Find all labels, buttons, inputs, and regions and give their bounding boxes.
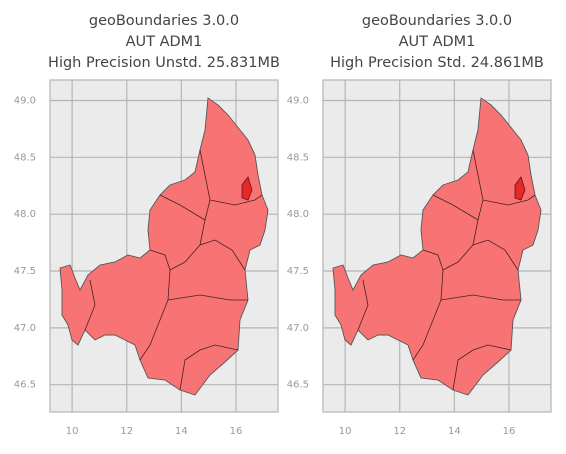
y-tick-label: 47.5 — [14, 266, 36, 277]
y-tick-label: 46.5 — [14, 380, 36, 391]
panel-title: AUT ADM1 — [126, 34, 203, 50]
country-shape — [332, 97, 542, 396]
plot-frame — [49, 79, 279, 413]
x-tick-label: 12 — [120, 426, 133, 437]
x-tick-label: 14 — [448, 426, 461, 437]
x-tick-label: 16 — [503, 426, 516, 437]
y-tick-label: 47.0 — [287, 323, 309, 334]
country-shape — [59, 97, 269, 396]
panel-title: High Precision Unstd. 25.831MB — [48, 55, 280, 71]
region-border — [159, 194, 206, 221]
x-tick-label: 14 — [175, 426, 188, 437]
y-tick-label: 49.0 — [287, 95, 309, 106]
y-tick-label: 49.0 — [14, 95, 36, 106]
plot-frame — [322, 79, 552, 413]
y-tick-label: 48.5 — [287, 152, 309, 163]
y-tick-label: 48.0 — [14, 209, 36, 220]
x-tick-label: 12 — [393, 426, 406, 437]
panel-title: geoBoundaries 3.0.0 — [89, 13, 239, 29]
x-tick-label: 16 — [230, 426, 243, 437]
map-shapes — [332, 97, 542, 396]
region-border — [432, 194, 479, 221]
map-panel: geoBoundaries 3.0.0 AUT ADM1 High Precisio… — [287, 13, 552, 437]
panel-title: AUT ADM1 — [399, 34, 476, 50]
y-tick-label: 46.5 — [287, 380, 309, 391]
city-region — [241, 176, 253, 201]
region-border — [209, 194, 263, 206]
y-tick-label: 47.0 — [14, 323, 36, 334]
map-panel: geoBoundaries 3.0.0 AUT ADM1 High Precisio… — [14, 13, 280, 437]
panel-title: geoBoundaries 3.0.0 — [362, 13, 512, 29]
region-border — [357, 279, 369, 331]
x-tick-label: 10 — [66, 426, 79, 437]
region-border — [179, 344, 239, 391]
region-border — [84, 279, 96, 331]
y-tick-label: 47.5 — [287, 266, 309, 277]
map-shapes — [59, 97, 269, 396]
city-region — [514, 176, 526, 201]
x-tick-label: 10 — [339, 426, 352, 437]
region-border — [440, 294, 521, 301]
region-border — [169, 239, 246, 271]
region-border — [482, 194, 536, 206]
region-border — [452, 344, 512, 391]
region-border — [167, 294, 248, 301]
panel-title: High Precision Std. 24.861MB — [330, 55, 544, 71]
y-tick-label: 48.5 — [14, 152, 36, 163]
region-border — [442, 239, 519, 271]
y-tick-label: 48.0 — [287, 209, 309, 220]
